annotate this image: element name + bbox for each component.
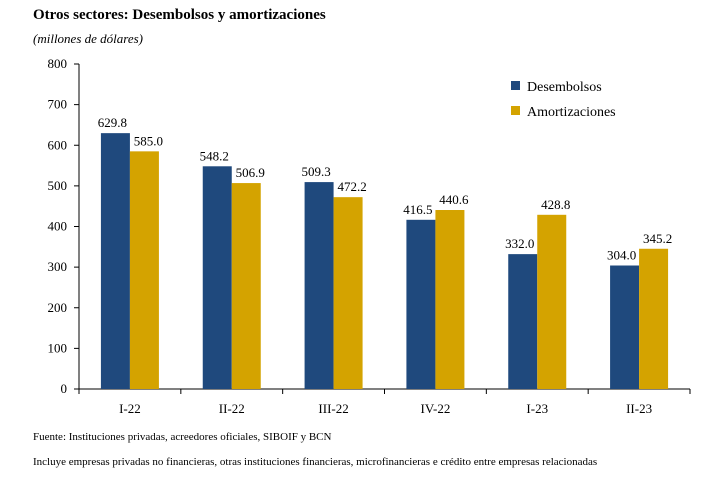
x-tick-label: I-23 (526, 401, 548, 416)
data-label-desembolsos: 509.3 (301, 164, 330, 179)
bars (100, 133, 669, 389)
data-label-desembolsos: 629.8 (98, 115, 127, 130)
x-tick-label: II-23 (626, 401, 652, 416)
bar-desembolsos (202, 166, 232, 389)
data-labels: 629.8 585.0 548.2 506.9 509.3 472.2 416.5 440.6… (98, 115, 672, 262)
y-tick-label: 200 (48, 300, 68, 315)
x-axis: I-22 II-22 III-22 IV-22 I-23 II-23 (78, 388, 691, 416)
bar-amortizaciones (537, 214, 567, 389)
y-tick-label: 300 (48, 259, 68, 274)
x-tick-label: IV-22 (420, 401, 450, 416)
bar-desembolsos (406, 219, 436, 389)
bar-desembolsos (508, 254, 538, 389)
source-note: Fuente: Instituciones privadas, acreedor… (33, 431, 332, 443)
y-tick-label: 100 (48, 340, 68, 355)
legend-label-desembolsos: Desembolsos (527, 80, 602, 95)
legend: Desembolsos Amortizaciones (511, 80, 616, 120)
x-tick-label: III-22 (318, 401, 348, 416)
y-tick-label: 500 (48, 178, 68, 193)
bar-amortizaciones (435, 210, 465, 389)
y-tick-label: 0 (61, 381, 68, 396)
footnote: Incluye empresas privadas no financieras… (33, 456, 598, 468)
data-label-amortizaciones: 472.2 (337, 179, 366, 194)
data-label-desembolsos: 332.0 (505, 236, 534, 251)
data-label-amortizaciones: 345.2 (643, 231, 672, 246)
bar-chart: 0 100 200 300 400 500 600 700 800 I-22 II-22 III-2… (48, 56, 691, 416)
legend-swatch-desembolsos (511, 81, 520, 90)
data-label-amortizaciones: 428.8 (541, 197, 570, 212)
data-label-amortizaciones: 506.9 (236, 165, 265, 180)
chart-title: Otros sectores: Desembolsos y amortizaci… (33, 7, 326, 23)
data-label-amortizaciones: 440.6 (439, 192, 469, 207)
bar-amortizaciones (639, 248, 669, 389)
data-label-desembolsos: 304.0 (607, 248, 636, 263)
bar-amortizaciones (231, 183, 261, 389)
x-tick-label: II-22 (219, 401, 245, 416)
bar-desembolsos (610, 265, 640, 389)
y-tick-label: 600 (48, 137, 68, 152)
data-label-amortizaciones: 585.0 (134, 133, 163, 148)
chart-subtitle: (millones de dólares) (33, 31, 143, 46)
bar-amortizaciones (129, 151, 159, 389)
bar-amortizaciones (333, 197, 363, 389)
bar-desembolsos (304, 182, 334, 389)
data-label-desembolsos: 548.2 (200, 148, 229, 163)
y-tick-label: 400 (48, 219, 68, 234)
data-label-desembolsos: 416.5 (403, 202, 432, 217)
legend-label-amortizaciones: Amortizaciones (527, 105, 616, 120)
y-tick-label: 700 (48, 97, 68, 112)
y-tick-label: 800 (48, 56, 68, 71)
legend-swatch-amortizaciones (511, 106, 520, 115)
y-axis: 0 100 200 300 400 500 600 700 800 (48, 56, 80, 396)
bar-desembolsos (100, 133, 130, 389)
x-tick-label: I-22 (119, 401, 141, 416)
